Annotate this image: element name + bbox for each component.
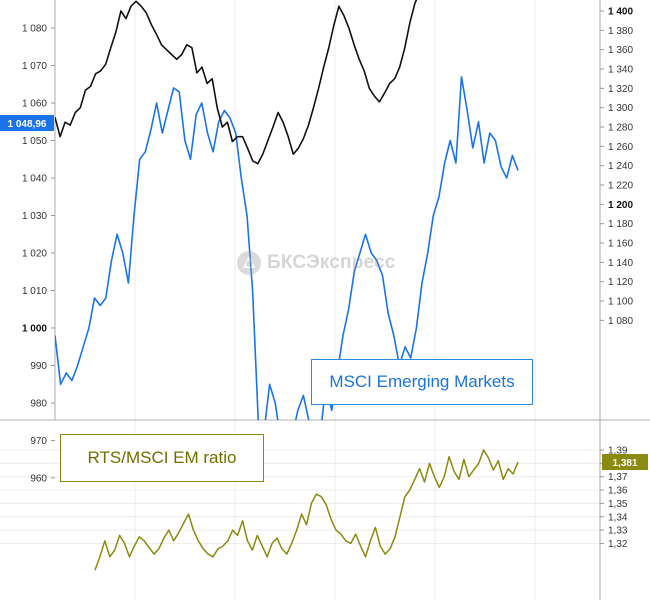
ratio-tick-label: 1,39 [608,446,628,457]
left-tick-label: 1 040 [22,174,47,185]
current-value-label-msci: 1 048,96 [8,119,47,130]
left-tick-label: 1 000 [22,324,47,335]
ratio-tick-label: 1,32 [608,539,628,550]
current-value-badge-msci [0,115,54,131]
ratio-tick-label: 1,35 [608,499,628,510]
series-line-ratio [94,449,519,571]
left-tick-label: 980 [30,399,47,410]
right-tick-label: 1 180 [608,219,633,230]
current-value-label-ratio: 1,381 [612,458,637,469]
left-tick-label: 1 070 [22,61,47,72]
right-tick-label: 1 400 [608,7,633,18]
series-lines [55,0,519,571]
left-tick-label: 1 060 [22,99,47,110]
left-tick-label: 1 050 [22,136,47,147]
series-line-rts [55,0,418,165]
right-tick-label: 1 220 [608,181,633,192]
legend-rts-msci-ratio: RTS/MSCI EM ratio [60,434,264,482]
legend-msci-em: MSCI Emerging Markets [311,359,533,405]
right-tick-label: 1 260 [608,142,633,153]
ratio-tick-label: 1,36 [608,486,628,497]
right-tick-label: 1 360 [608,45,633,56]
grid-lines [0,0,600,600]
bottom-panel-series [94,449,519,571]
right-tick-label: 1 300 [608,103,633,114]
right-tick-label: 1 280 [608,123,633,134]
left-tick-label: 970 [30,436,47,447]
tick-labels: 960 970 980 990 1 000 1 010 1 020 1 030 1 040 1 0… [0,7,648,550]
top-panel-series [55,0,519,420]
left-tick-label: 1 080 [22,24,47,35]
series-line-msci-em [55,76,519,420]
left-tick-label: 960 [30,474,47,485]
right-tick-label: 1 240 [608,161,633,172]
left-tick-label: 990 [30,361,47,372]
left-tick-label: 1 010 [22,286,47,297]
ratio-tick-label: 1,37 [608,472,628,483]
right-tick-label: 1 100 [608,297,633,308]
right-tick-label: 1 340 [608,65,633,76]
right-tick-label: 1 160 [608,239,633,250]
left-tick-label: 1 020 [22,249,47,260]
current-value-badge-ratio [602,454,648,471]
ratio-tick-label: 1,33 [608,526,628,537]
right-tick-label: 1 080 [608,316,633,327]
right-tick-label: 1 320 [608,84,633,95]
right-tick-label: 1 200 [608,200,633,211]
left-tick-label: 1 030 [22,211,47,222]
ratio-tick-label: 1,34 [608,512,628,523]
right-tick-label: 1 120 [608,277,633,288]
right-tick-label: 1 140 [608,258,633,269]
right-tick-label: 1 380 [608,26,633,37]
